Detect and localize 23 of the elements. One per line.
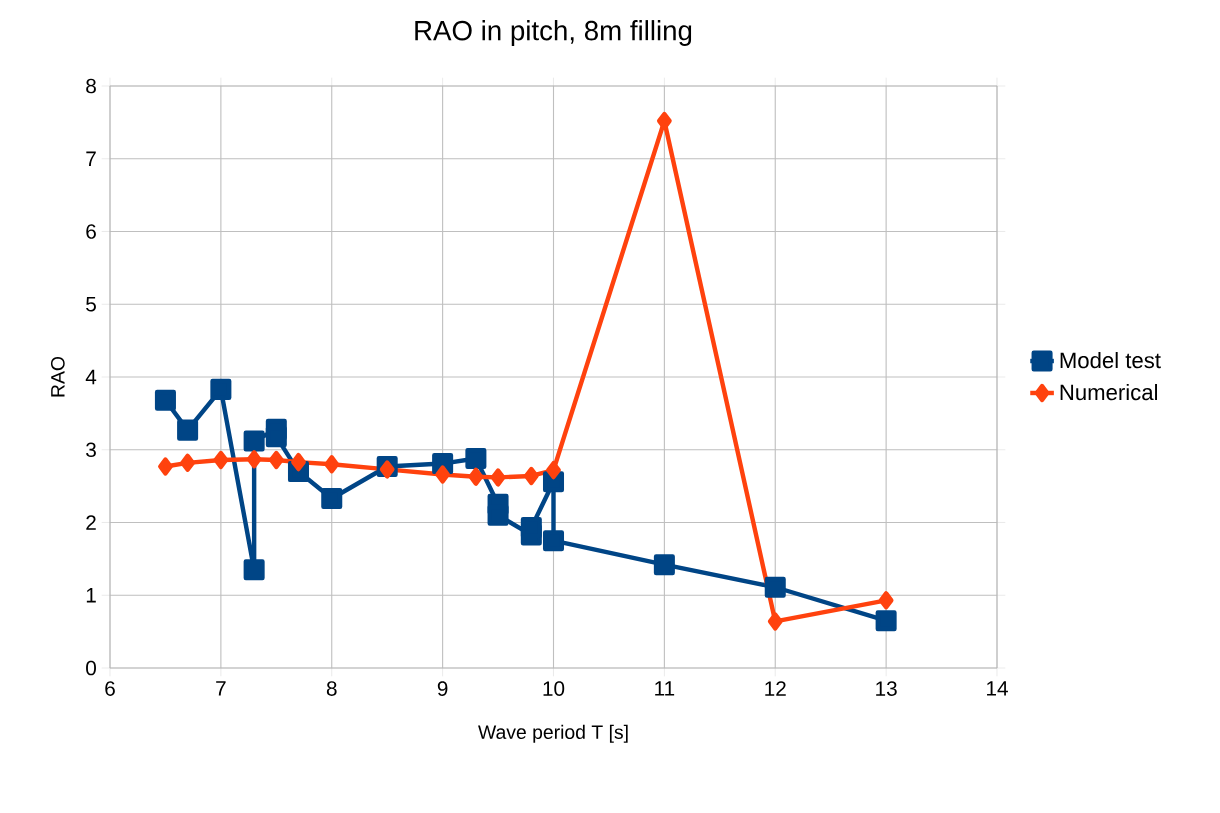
x-axis-title: Wave period T [s] [478, 724, 628, 743]
x-tick-label: 8 [326, 681, 337, 696]
chart-title: RAO in pitch, 8m filling [415, 20, 692, 46]
y-tick-label: 3 [86, 442, 96, 458]
x-tick-label: 14 [987, 681, 1008, 696]
x-tick-label: 9 [437, 681, 448, 696]
x-tick-label: 12 [765, 681, 786, 696]
y-tick-label: 4 [85, 369, 97, 385]
y-tick-label: 2 [86, 515, 96, 530]
y-axis-title: RAO [50, 356, 65, 397]
y-tick-label: 5 [86, 297, 96, 312]
y-tick-label: 6 [86, 224, 96, 239]
x-tick-label: 11 [655, 681, 675, 696]
x-tick-label: 10 [543, 681, 565, 696]
x-tick-label: 7 [216, 681, 226, 696]
x-tick-label: 6 [105, 681, 115, 696]
legend-label: Numerical [1060, 383, 1157, 401]
y-tick-label: 1 [86, 588, 96, 603]
y-tick-label: 0 [86, 660, 96, 676]
x-tick-label: 13 [876, 681, 897, 696]
legend-label: Model test [1060, 351, 1161, 369]
y-tick-label: 8 [86, 78, 96, 94]
y-tick-label: 7 [86, 151, 96, 166]
